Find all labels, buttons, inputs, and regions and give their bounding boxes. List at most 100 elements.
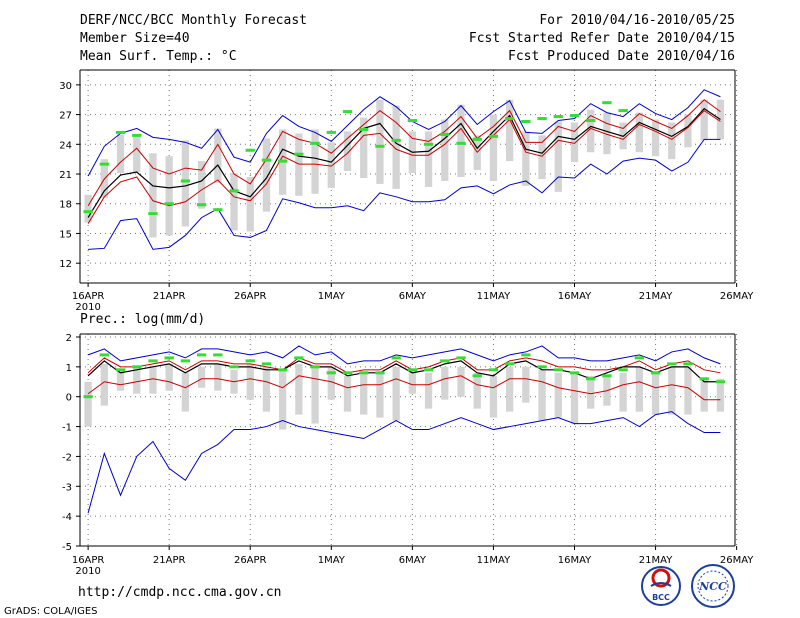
temp-spread-box [84, 194, 92, 223]
chart-title: DERF/NCC/BCC Monthly Forecast [80, 13, 307, 28]
temp-spread-box [554, 121, 562, 192]
temp-spread-box [424, 131, 433, 187]
prec-spread-box [587, 375, 595, 409]
prec-spread-box [473, 372, 481, 409]
temp-spread-box [587, 109, 595, 153]
prec-obs-dash [229, 365, 239, 369]
prec-obs-dash [132, 365, 142, 369]
temp-spread-box [246, 176, 254, 232]
temp-obs-dash [326, 130, 336, 134]
temp-spread-box [700, 99, 708, 141]
prec-obs-dash [359, 371, 369, 375]
prec-y-tick-label: -3 [62, 482, 72, 493]
prec-spread-box [149, 366, 157, 394]
temp-obs-dash [115, 130, 126, 134]
refer-date: Fcst Started Refer Date 2010/04/15 [469, 31, 735, 46]
temp-y-tick-label: 21 [59, 170, 72, 181]
temp-spread-box [505, 99, 514, 162]
temp-y-tick-label: 27 [59, 111, 72, 122]
temp-spread-box [197, 161, 206, 209]
temp-spread-box [651, 119, 660, 157]
temp-obs-dash [472, 137, 482, 141]
prec-x-tick-label: 11MAY [477, 555, 511, 566]
temp-spread-box [376, 99, 384, 184]
temp-spread-box [133, 135, 141, 173]
prec-upper-line [87, 357, 721, 374]
temp-y-tick-label: 15 [59, 229, 72, 240]
temp-x-tick-label: 1MAY [318, 291, 346, 302]
prec-spread-box [392, 366, 400, 421]
temp-obs-dash [569, 114, 580, 118]
prec-spread-box [133, 366, 141, 394]
temp-x-tick-label: 21MAY [639, 291, 673, 302]
prec-obs-dash [407, 368, 418, 372]
source-url: http://cmdp.ncc.cma.gov.cn [78, 585, 282, 600]
temp-obs-dash [164, 202, 174, 206]
temp-obs-dash [407, 119, 418, 123]
prec-obs-dash [245, 359, 255, 363]
temp-spread-box [716, 99, 725, 140]
prec-spread-box [424, 372, 433, 409]
temp-x-tick-label: 16APR [72, 291, 105, 302]
temp-obs-dash [310, 141, 320, 145]
prec-spread-box [197, 366, 206, 388]
prec-y-tick-label: -4 [62, 512, 72, 523]
prec-x-tick-label: 1MAY [318, 555, 346, 566]
prec-obs-dash [456, 356, 466, 360]
temp-spread-box [684, 114, 692, 148]
prec-spread-box [570, 372, 579, 424]
temp-min-line [88, 138, 721, 250]
prec-obs-dash [715, 380, 726, 384]
prec-obs-dash [423, 368, 434, 372]
prec-max-line [87, 345, 721, 365]
prec-spread-box [489, 375, 498, 418]
temp-max-line [87, 89, 721, 177]
prec-obs-dash [294, 356, 304, 360]
ncc-logo-text: NCC [698, 580, 727, 593]
prec-y-tick-label: -5 [62, 542, 72, 553]
prec-x-tick-label: 21APR [153, 555, 186, 566]
temp-obs-dash [440, 132, 450, 136]
temp-spread-box [230, 173, 238, 231]
prec-spread-box [246, 363, 254, 400]
prec-y-tick-label: 2 [66, 333, 72, 344]
temp-spread-box [214, 128, 222, 183]
prec-x-year-label: 2010 [75, 566, 100, 577]
prec-obs-dash [667, 362, 677, 366]
prec-obs-dash [440, 359, 450, 363]
temp-obs-dash [261, 158, 272, 162]
temp-upper-line [87, 99, 721, 206]
prec-obs-dash [391, 356, 401, 360]
temp-x-tick-label: 26APR [234, 291, 267, 302]
prec-y-tick-label: 1 [66, 363, 72, 374]
temp-obs-dash [213, 208, 223, 212]
temp-spread-box [603, 112, 611, 155]
prec-obs-dash [326, 371, 336, 375]
temp-obs-dash [132, 133, 142, 137]
prec-spread-box [181, 372, 190, 412]
prec-obs-dash [148, 359, 158, 363]
prec-obs-dash [504, 362, 515, 366]
temp-obs-dash [602, 101, 612, 105]
prec-obs-dash [83, 395, 93, 399]
temp-spread-box [392, 105, 400, 189]
bcc-logo: BCC [641, 566, 681, 606]
temp-spread-box [635, 112, 643, 153]
ncc-logo: NCC [691, 564, 735, 608]
prec-spread-box [716, 378, 725, 412]
prec-x-tick-label: 6MAY [399, 555, 427, 566]
temp-spread-box [149, 153, 157, 238]
prec-lower-line [87, 375, 721, 401]
prec-obs-dash [521, 353, 531, 357]
temp-obs-dash [245, 148, 255, 152]
temp-y-tick-label: 30 [59, 81, 72, 92]
prec-spread-box [554, 372, 562, 418]
temp-obs-dash [586, 119, 596, 123]
bcc-logo-text: BCC [652, 593, 670, 602]
temp-obs-dash [553, 115, 563, 119]
prec-obs-dash [650, 371, 661, 375]
temp-obs-dash [229, 189, 239, 193]
prec-spread-box [214, 363, 222, 391]
temp-spread-box [311, 129, 319, 194]
